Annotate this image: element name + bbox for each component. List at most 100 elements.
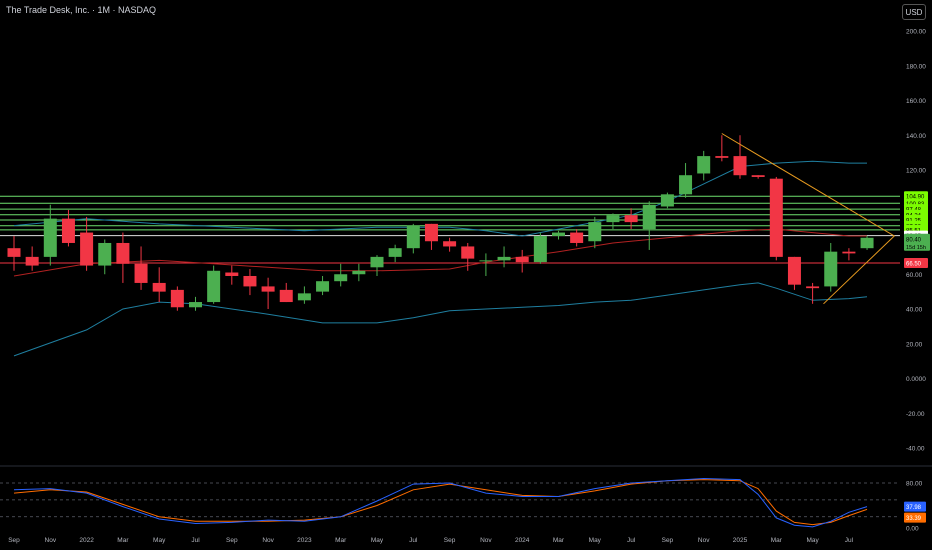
candle-body [842,251,856,254]
x-tick-label: 2023 [297,537,312,544]
candle-body [824,251,838,287]
candle-body [7,248,21,257]
candle-body [225,272,239,276]
candle-body [570,232,584,243]
y-tick-label: 20.00 [906,341,923,348]
x-tick-label: Sep [444,537,456,544]
candle-body [552,232,565,237]
candle-body [80,232,94,266]
x-tick-label: Mar [771,537,783,544]
candle-body [352,270,366,275]
candle-body [660,194,674,207]
oscillator-tick-label: 0.00 [906,526,919,533]
candle-body [642,204,656,230]
candle-body [406,225,420,249]
red-level-price-label-bg [904,257,928,268]
candle-body [370,256,384,268]
red-level-price-label: 66.50 [906,261,922,267]
stochastic-d-label-bg [904,512,926,523]
candle-body [479,260,493,262]
level-price-label: 104.90 [906,195,925,201]
x-tick-label: Nov [480,537,492,544]
stochastic-d-line [13,479,868,526]
candle-body [152,282,166,292]
x-tick-label: Nov [262,537,274,544]
x-tick-label: May [589,537,602,544]
y-tick-label: -40.00 [906,446,925,453]
candle-body [297,293,311,301]
candle-body [43,218,57,257]
candle-body [443,241,457,247]
x-tick-label: Sep [662,537,674,544]
candle-body [588,222,602,242]
y-tick-label: 160.00 [906,98,926,105]
candle-body [98,242,112,266]
y-tick-label: 120.00 [906,168,926,175]
y-tick-label: 140.00 [906,133,926,140]
candle-body [860,237,874,249]
candle-body [515,256,529,263]
candle-body [424,223,438,242]
oscillator-tick-label: 80.00 [906,481,923,488]
y-tick-label: 180.00 [906,63,926,70]
candle-body [116,242,130,264]
stochastic-d-label: 33.39 [906,516,922,522]
candle-body [461,246,475,259]
y-tick-label: 200.00 [906,29,926,36]
bollinger-lower-line [13,282,868,357]
stochastic-k-label-bg [904,501,926,512]
y-tick-label: 60.00 [906,272,923,279]
y-tick-label: 0.0000 [906,376,926,383]
candle-body [170,289,184,308]
currency-button[interactable]: USD [902,4,926,20]
x-tick-label: Jul [409,537,418,544]
x-tick-label: Nov [698,537,710,544]
candle-body [25,256,39,266]
chart-title: The Trade Desk, Inc. · 1M · NASDAQ [6,5,157,15]
candle-body [388,248,402,257]
x-tick-label: Jul [191,537,200,544]
candle-body [279,289,293,303]
last-price-label: 80.40 [906,237,922,243]
x-tick-label: Sep [8,537,20,544]
x-tick-label: Mar [117,537,129,544]
x-tick-label: 2024 [515,537,530,544]
x-tick-label: May [371,537,384,544]
candle-body [624,215,638,223]
x-tick-label: Mar [553,537,565,544]
candle-body [806,286,820,289]
y-tick-label: -20.00 [906,411,925,418]
candle-body [679,175,693,195]
candle-body [207,270,221,303]
x-tick-label: 2025 [733,537,748,544]
candle-body [134,263,148,283]
candle-body [261,286,275,292]
stochastic-k-label: 37.98 [906,505,922,511]
x-tick-label: Nov [45,537,57,544]
x-tick-label: Jul [627,537,636,544]
last-price-label-bg [904,233,930,251]
wedge-drawing [721,133,896,305]
x-tick-label: May [806,537,819,544]
candle-body [497,256,511,261]
x-tick-label: Mar [335,537,347,544]
candle-body [61,218,75,243]
candle-body [316,281,330,292]
candle-body [606,215,620,223]
candle-body [733,156,747,176]
x-tick-label: 2022 [79,537,94,544]
candle-body [769,178,783,257]
x-tick-label: Jul [845,537,854,544]
y-tick-label: 40.00 [906,307,923,314]
stochastic-k-line [13,477,868,528]
x-tick-label: Sep [226,537,238,544]
candle-body [189,302,202,308]
candle-body [334,274,348,282]
candle-body [751,175,765,177]
countdown-label: 15d 15h [906,245,926,251]
candle-body [787,256,801,285]
x-tick-label: May [153,537,166,544]
candle-body [243,275,257,287]
candle-body [697,156,711,174]
